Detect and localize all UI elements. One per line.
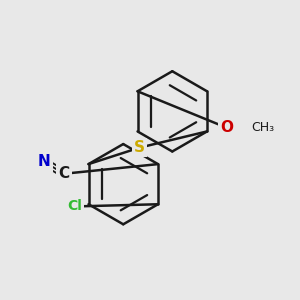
Text: O: O bbox=[220, 120, 233, 135]
Text: S: S bbox=[134, 140, 145, 155]
Text: N: N bbox=[38, 154, 51, 169]
Text: CH₃: CH₃ bbox=[251, 121, 274, 134]
Text: Cl: Cl bbox=[67, 200, 82, 214]
Text: C: C bbox=[58, 166, 69, 181]
